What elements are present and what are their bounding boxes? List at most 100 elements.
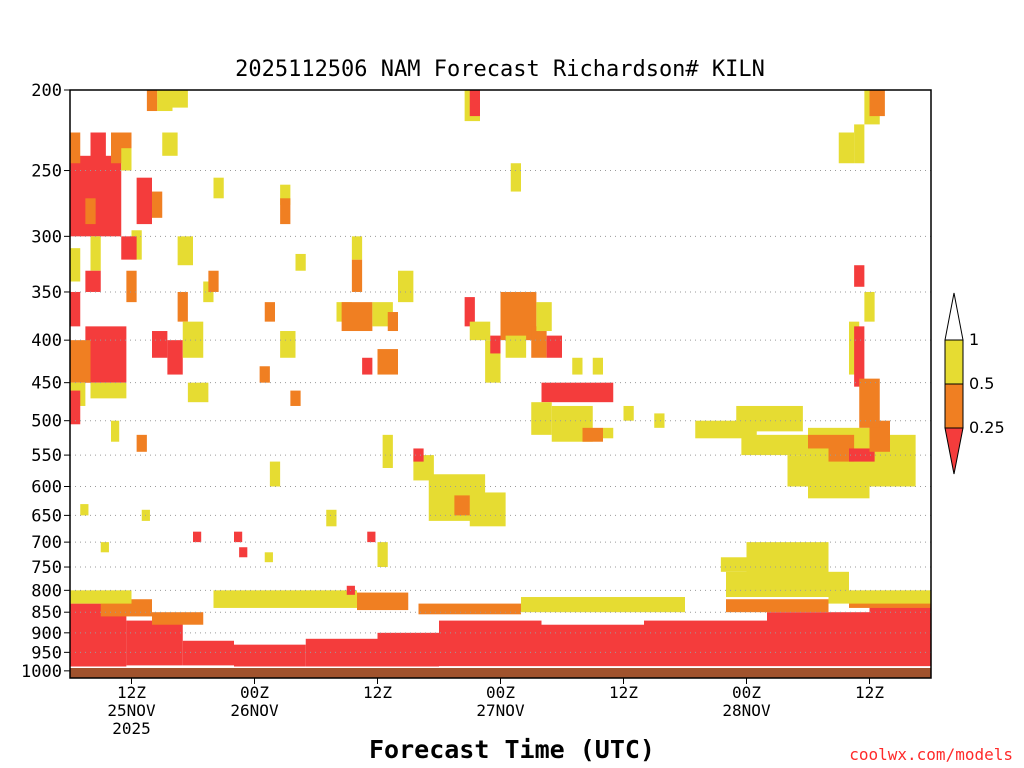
heatmap-cell-lt_0_25 <box>85 326 127 383</box>
y-tick-label: 250 <box>31 162 62 182</box>
y-tick-label: 650 <box>31 506 62 526</box>
heatmap-cell-lt_1 <box>531 402 552 435</box>
heatmap-cell-lt_0_5 <box>70 340 91 383</box>
heatmap-cell-lt_0_25 <box>469 90 480 117</box>
heatmap-cell-lt_0_25 <box>70 291 81 327</box>
heatmap-cell-lt_0_5 <box>869 420 890 452</box>
y-tick-label: 750 <box>31 558 62 578</box>
legend-swatch <box>944 339 964 385</box>
heatmap-cell-lt_0_5 <box>264 302 275 322</box>
heatmap-cell-lt_0_5 <box>357 592 409 611</box>
y-tick-label: 1000 <box>21 662 62 682</box>
y-tick-label: 950 <box>31 643 62 663</box>
y-tick-label: 600 <box>31 477 62 497</box>
colorbar-legend: 1 0.5 0.25 <box>944 292 1005 475</box>
y-tick-label: 700 <box>31 533 62 553</box>
heatmap-cell-lt_1 <box>623 405 634 421</box>
heatmap-cell-lt_0_5 <box>808 434 829 449</box>
y-tick-label: 800 <box>31 581 62 601</box>
heatmap-cell-lt_1 <box>828 590 931 604</box>
heatmap-cells <box>70 90 931 668</box>
pressure-gridlines <box>70 170 931 653</box>
legend-label: 1 <box>969 330 979 349</box>
heatmap-cell-lt_0_5 <box>152 612 204 625</box>
x-tick-label: 26NOV <box>230 701 279 720</box>
heatmap-cell-lt_0_5 <box>500 291 537 341</box>
legend-top-arrow <box>944 292 964 341</box>
heatmap-cell-lt_0_25 <box>377 632 439 667</box>
y-tick-label: 550 <box>31 446 62 466</box>
heatmap-cell-lt_0_25 <box>362 357 373 375</box>
heatmap-cell-lt_1 <box>592 357 603 375</box>
heatmap-cell-lt_0_5 <box>377 349 398 375</box>
heatmap-cell-lt_1 <box>213 177 224 199</box>
heatmap-cell-lt_1 <box>854 124 865 164</box>
heatmap-cell-lt_1 <box>510 163 521 192</box>
x-axis-title: Forecast Time (UTC) <box>369 735 655 764</box>
heatmap-cell-lt_0_25 <box>234 644 306 667</box>
heatmap-cell-lt_0_25 <box>70 155 122 237</box>
heatmap-cell-lt_0_25 <box>182 640 234 666</box>
heatmap-cell-lt_1 <box>398 270 414 303</box>
heatmap-cell-lt_1 <box>521 597 685 613</box>
heatmap-cell-lt_0_5 <box>146 90 158 112</box>
heatmap-cell-lt_0_5 <box>726 599 829 613</box>
heatmap-cell-lt_0_25 <box>464 297 475 327</box>
x-tick-label: 28NOV <box>722 701 771 720</box>
heatmap-cell-lt_0_5 <box>418 603 521 615</box>
heatmap-cell-lt_0_25 <box>85 270 101 292</box>
heatmap-cell-lt_0_5 <box>152 191 163 218</box>
heatmap-cell-lt_0_5 <box>351 259 363 292</box>
x-tick-label: 25NOV <box>107 701 156 720</box>
heatmap-cell-lt_0_25 <box>869 603 931 667</box>
heatmap-cell-lt_1 <box>536 302 552 332</box>
heatmap-cell-lt_1 <box>505 335 527 358</box>
heatmap-cell-lt_0_25 <box>193 531 202 543</box>
heatmap-cell-lt_0_5 <box>582 427 603 442</box>
heatmap-cell-lt_0_5 <box>259 366 270 383</box>
heatmap-cell-lt_0_5 <box>177 291 188 322</box>
legend-swatch <box>944 383 964 429</box>
heatmap-cell-lt_0_25 <box>644 620 767 667</box>
y-tick-label: 300 <box>31 227 62 247</box>
heatmap-cell-lt_0_25 <box>413 448 424 462</box>
heatmap-cell-lt_1 <box>70 590 132 604</box>
heatmap-cell-lt_0_25 <box>167 340 183 375</box>
heatmap-cell-lt_0_25 <box>854 326 865 387</box>
heatmap-cell-lt_0_5 <box>341 302 373 332</box>
heatmap-cell-lt_0_25 <box>121 236 137 260</box>
x-tick-label: 12Z <box>609 683 638 702</box>
y-tick-label: 400 <box>31 331 62 351</box>
heatmap-cell-lt_1 <box>264 552 273 563</box>
heatmap-cell-lt_1 <box>654 413 665 428</box>
y-tick-label: 850 <box>31 603 62 623</box>
heatmap-cell-lt_0_25 <box>490 335 501 354</box>
x-tick-label: 12Z <box>117 683 146 702</box>
heatmap-cell-lt_1 <box>111 420 120 442</box>
heatmap-cell-lt_1 <box>351 236 363 260</box>
heatmap-cell-lt_0_5 <box>70 132 81 164</box>
heatmap-cell-lt_0_5 <box>136 434 147 452</box>
heatmap-cell-lt_0_25 <box>849 448 875 462</box>
x-tick-label: 12Z <box>855 683 884 702</box>
heatmap-cell-lt_1 <box>269 461 281 487</box>
heatmap-cell-lt_0_25 <box>854 265 865 287</box>
heatmap-cell-lt_1 <box>177 236 193 266</box>
heatmap-cell-lt_1 <box>603 427 614 439</box>
heatmap-cell-lt_1 <box>121 148 132 171</box>
heatmap-cell-lt_1 <box>469 492 506 527</box>
heatmap-cell-lt_0_5 <box>208 270 219 292</box>
heatmap-cell-lt_1 <box>162 132 178 156</box>
heatmap-cell-lt_0_25 <box>90 132 106 164</box>
heatmap-cell-lt_1 <box>213 590 357 608</box>
heatmap-cell-lt_0_25 <box>541 624 644 667</box>
heatmap-cell-lt_0_5 <box>869 90 885 117</box>
heatmap-cell-lt_0_25 <box>239 547 248 558</box>
heatmap-cell-lt_1 <box>572 357 583 375</box>
x-tick-label: 00Z <box>486 683 515 702</box>
heatmap-cell-lt_0_25 <box>546 335 562 358</box>
heatmap-cell-lt_0_25 <box>152 331 168 358</box>
heatmap-cell-lt_0_25 <box>126 620 183 666</box>
heatmap-cell-lt_1 <box>838 132 855 164</box>
